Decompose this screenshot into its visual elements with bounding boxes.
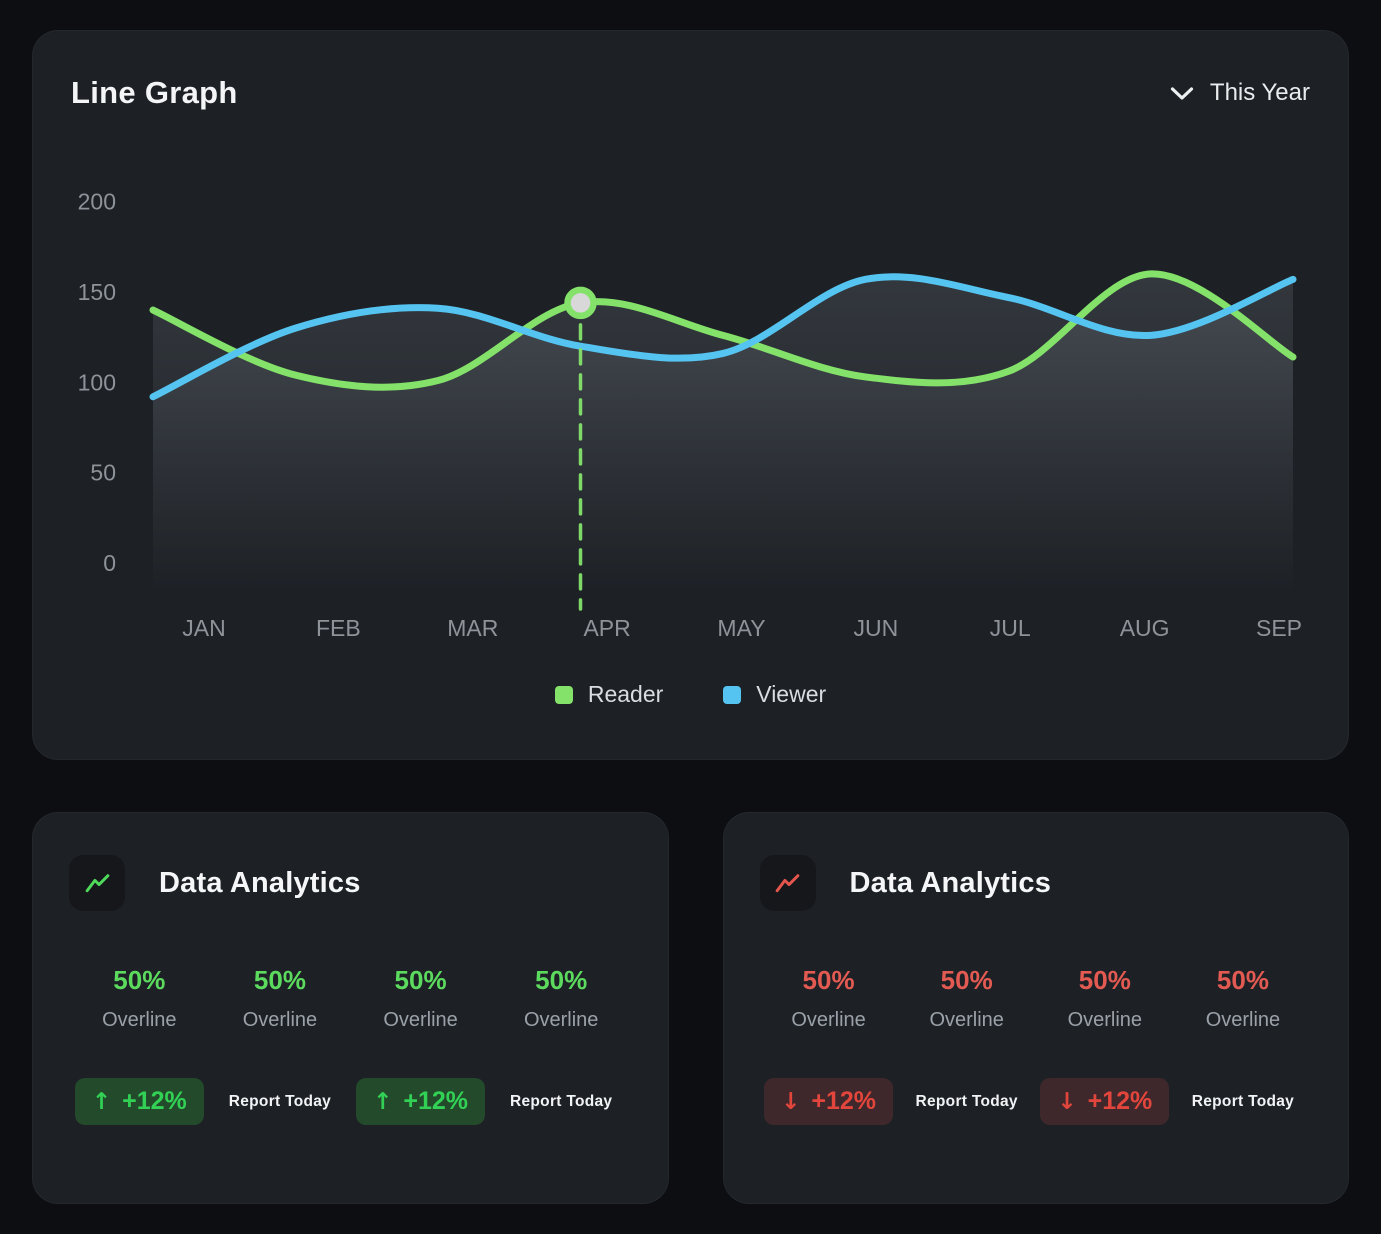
legend-swatch-icon [554, 685, 573, 704]
stats-row: 50% Overline 50% Overline 50% Overline 5… [69, 965, 632, 1032]
change-value: +12% [1087, 1087, 1153, 1115]
analytics-footer: ↓ +12% Report Today ↓ +12% Report Today [760, 1078, 1313, 1125]
legend-label: Viewer [756, 681, 827, 707]
report-today-label: Report Today [228, 1092, 332, 1110]
page-title: Line Graph [71, 75, 238, 110]
viewer-line [149, 273, 1297, 401]
x-axis-month-label: MAY [717, 615, 765, 641]
legend-item-viewer[interactable]: Viewer [723, 681, 826, 708]
stat-item: 50% Overline [1036, 965, 1174, 1032]
reader-line [149, 270, 1297, 391]
highlight-point[interactable] [564, 286, 597, 320]
stat-value: 50% [535, 965, 588, 995]
period-selector[interactable]: This Year [1170, 79, 1310, 107]
stat-label: Overline [383, 1009, 458, 1031]
stat-value: 50% [940, 965, 993, 995]
y-axis-tick-label: 100 [78, 369, 116, 395]
icon-tile [759, 855, 816, 911]
x-axis-month-label: AUG [1120, 615, 1170, 641]
arrow-down-icon: ↓ [1057, 1088, 1077, 1115]
period-selector-label: This Year [1209, 79, 1310, 106]
analytics-header: Data Analytics [69, 855, 632, 911]
line-graph-card: Line Graph This Year 200 150 100 50 0 JAN FEB M… [32, 30, 1349, 760]
stat-item: 50% Overline [350, 965, 491, 1032]
stat-item: 50% Overline [760, 965, 898, 1032]
icon-tile [69, 855, 125, 911]
x-axis-month-label: JAN [182, 615, 225, 641]
y-axis-tick-label: 0 [103, 550, 116, 576]
line-graph-header: Line Graph This Year [33, 31, 1348, 111]
stat-item: 50% Overline [210, 965, 351, 1032]
x-axis-month-label: JUL [990, 615, 1031, 641]
change-value: +12% [403, 1087, 469, 1115]
analytics-header: Data Analytics [759, 855, 1313, 911]
stat-label: Overline [523, 1009, 599, 1031]
change-value: +12% [811, 1087, 877, 1115]
stat-value: 50% [1078, 965, 1131, 995]
analytics-footer: ↑ +12% Report Today ↑ +12% Report Today [69, 1078, 632, 1125]
chart-legend: Reader Viewer [33, 681, 1348, 708]
report-today-label: Report Today [1191, 1092, 1295, 1110]
change-badge: ↓ +12% [764, 1078, 894, 1125]
y-axis-tick-label: 150 [78, 279, 116, 305]
stat-value: 50% [1216, 965, 1269, 995]
analytics-title: Data Analytics [159, 866, 361, 899]
arrow-up-icon: ↑ [91, 1088, 112, 1115]
stats-row: 50% Overline 50% Overline 50% Overline 5… [760, 965, 1313, 1032]
report-today-label: Report Today [915, 1092, 1018, 1110]
y-axis-tick-label: 200 [78, 189, 116, 215]
stat-label: Overline [929, 1009, 1004, 1031]
change-badge: ↓ +12% [1040, 1078, 1170, 1125]
chevron-down-icon [1170, 86, 1194, 100]
x-axis-month-label: SEP [1256, 615, 1302, 641]
change-badge: ↑ +12% [356, 1078, 486, 1125]
stat-value: 50% [113, 965, 166, 995]
data-analytics-card-down: Data Analytics 50% Overline 50% Overline… [722, 812, 1349, 1204]
legend-label: Reader [587, 681, 664, 707]
stat-item: 50% Overline [898, 965, 1036, 1032]
legend-item-reader[interactable]: Reader [554, 681, 664, 708]
trend-up-chart-icon [85, 873, 109, 892]
stat-label: Overline [1067, 1009, 1143, 1031]
stat-label: Overline [242, 1009, 318, 1031]
change-value: +12% [122, 1087, 187, 1115]
stat-value: 50% [802, 965, 855, 995]
x-axis-month-label: MAR [447, 615, 498, 641]
report-today-label: Report Today [510, 1092, 613, 1110]
stat-item: 50% Overline [69, 965, 210, 1032]
stat-value: 50% [394, 965, 447, 995]
arrow-up-icon: ↑ [373, 1088, 393, 1115]
stat-label: Overline [102, 1009, 177, 1031]
arrow-down-icon: ↓ [781, 1088, 801, 1115]
stat-label: Overline [1205, 1009, 1281, 1031]
stat-value: 50% [253, 965, 306, 995]
stat-item: 50% Overline [491, 965, 632, 1032]
x-axis-month-label: FEB [316, 615, 361, 641]
line-chart: 200 150 100 50 0 JAN FEB MAR APR MAY JUN JUL AUG SEP [78, 189, 1302, 641]
stat-item: 50% Overline [1174, 965, 1312, 1032]
analytics-row: Data Analytics 50% Overline 50% Overline… [32, 812, 1349, 1204]
viewer-area [153, 276, 1293, 597]
x-axis-month-label: JUN [854, 615, 899, 641]
trend-down-chart-icon [775, 873, 800, 892]
change-badge: ↑ +12% [74, 1078, 204, 1125]
data-analytics-card-up: Data Analytics 50% Overline 50% Overline… [32, 812, 669, 1204]
y-axis-tick-label: 50 [90, 460, 116, 486]
legend-swatch-icon [723, 685, 742, 704]
x-axis-month-label: APR [583, 615, 630, 641]
analytics-title: Data Analytics [849, 866, 1052, 899]
stat-label: Overline [791, 1009, 866, 1031]
